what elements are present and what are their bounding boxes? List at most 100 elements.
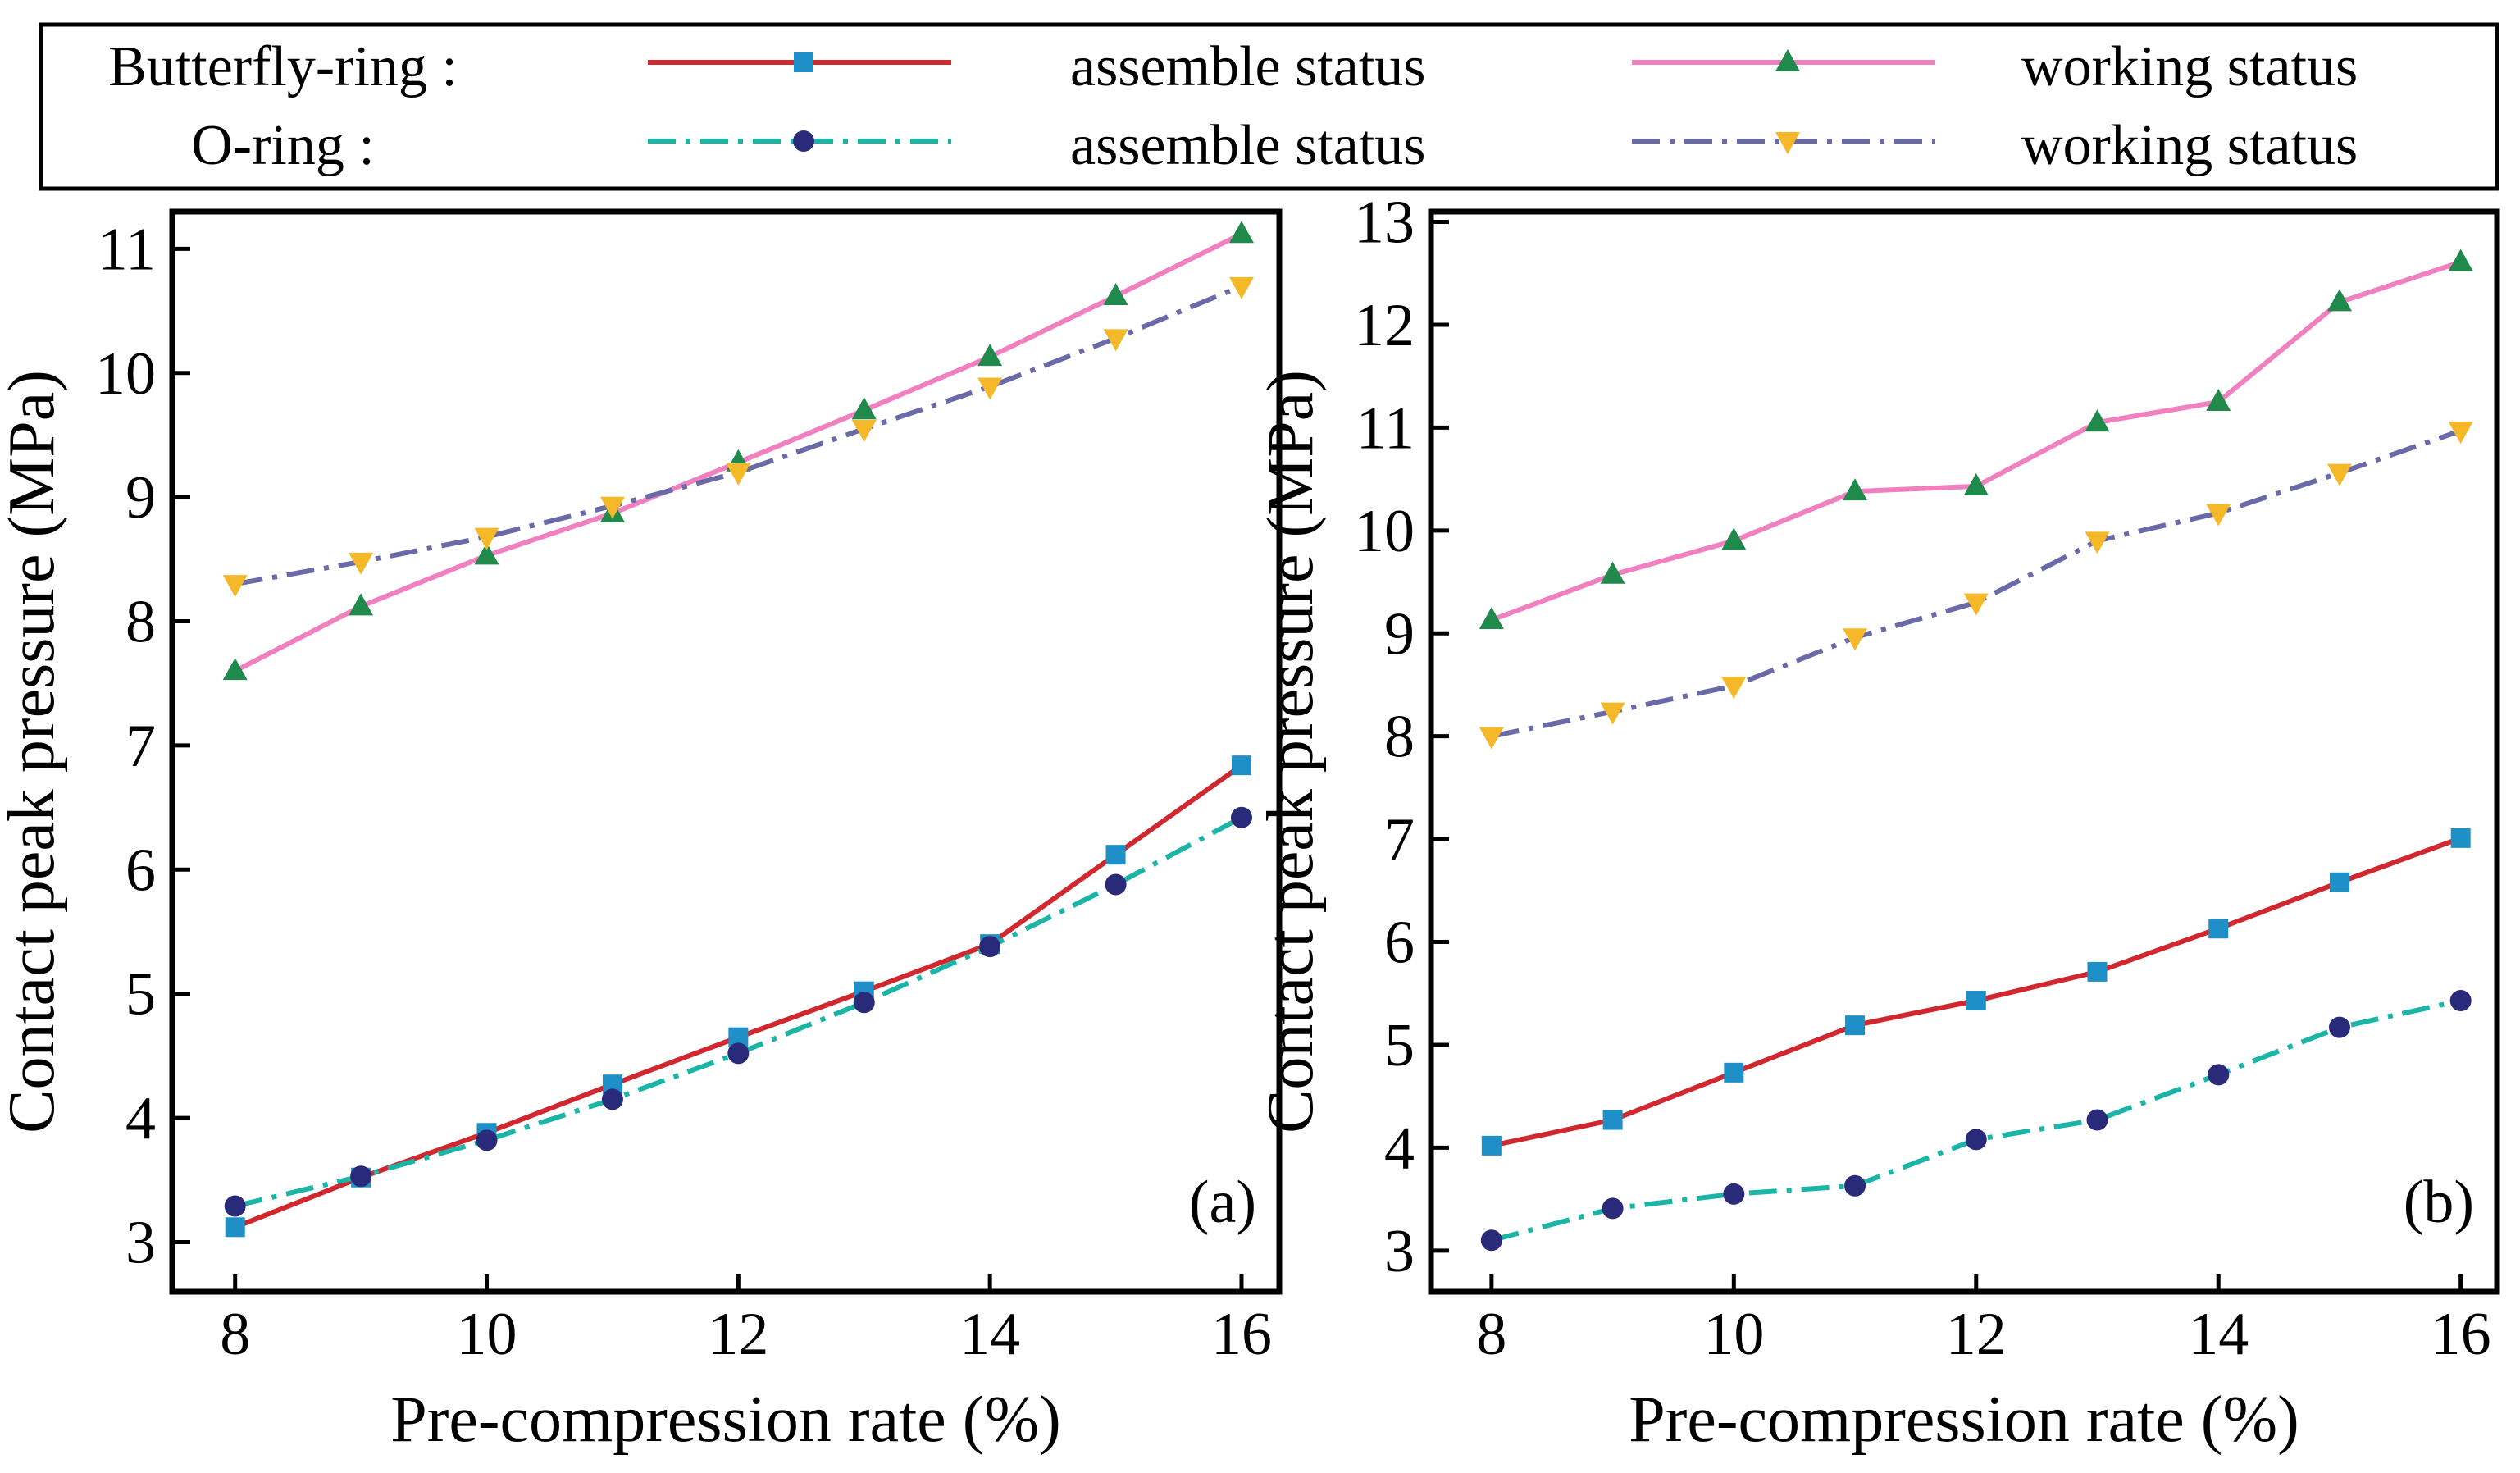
data-point-br-working-b (1963, 472, 1989, 495)
data-point-or-working-a (1103, 329, 1128, 352)
data-point-br-working-b (2085, 409, 2110, 432)
data-point-br-working-b (2326, 289, 2352, 312)
x-tick-label-b: 12 (1946, 1301, 2007, 1368)
x-tick-label-a: 10 (457, 1301, 517, 1368)
data-point-br-assemble-a (225, 1217, 245, 1238)
data-point-or-assemble-b (2449, 990, 2472, 1012)
data-point-br-working-a (851, 397, 877, 420)
y-tick-label-b: 3 (1384, 1218, 1415, 1285)
legend-marker-br-assemble (794, 52, 813, 72)
data-point-or-working-b (2085, 531, 2110, 554)
y-tick-label-a: 11 (98, 216, 156, 283)
legend-marker-or-working (1775, 132, 1800, 154)
data-point-or-working-b (2448, 422, 2473, 445)
series-line-or-working-a (235, 284, 1243, 587)
y-tick-label-a: 3 (125, 1209, 156, 1276)
legend-group-butterfly-ring: Butterfly-ring : (108, 35, 458, 98)
y-tick-label-a: 9 (125, 464, 156, 531)
series-line-or-assemble-a (235, 815, 1243, 1209)
x-tick-label-b: 8 (1476, 1301, 1506, 1368)
data-point-br-working-b (1600, 561, 1625, 584)
data-point-or-working-a (474, 527, 499, 550)
data-point-or-assemble-a (224, 1195, 246, 1217)
data-point-or-working-b (1479, 727, 1504, 750)
y-tick-label-b: 6 (1384, 910, 1415, 977)
data-point-or-working-a (599, 496, 625, 519)
data-point-or-assemble-a (979, 936, 1001, 958)
y-tick-label-b: 7 (1384, 806, 1415, 873)
panel-label-b: (b) (2404, 1169, 2474, 1236)
data-point-or-assemble-a (350, 1165, 372, 1188)
data-point-or-assemble-a (1230, 806, 1252, 828)
y-tick-label-b: 5 (1384, 1012, 1415, 1079)
legend-marker-br-working (1775, 49, 1800, 71)
plot-frame-b (1428, 208, 2500, 1295)
data-point-or-working-b (2206, 504, 2231, 527)
data-point-br-assemble-b (1481, 1135, 1502, 1156)
data-point-br-assemble-b (1602, 1110, 1623, 1130)
y-tick-label-b: 9 (1384, 600, 1415, 668)
data-point-br-working-a (1103, 282, 1128, 305)
data-point-or-working-a (726, 463, 751, 486)
y-tick-label-a: 8 (125, 589, 156, 656)
legend-frame (39, 22, 2499, 191)
x-axis-title-b: Pre-compression rate (%) (1629, 1384, 2299, 1456)
x-tick-label-a: 12 (708, 1301, 768, 1368)
chart-panel-b: Contact peak pressure (MPa) Pre-compress… (1255, 189, 2500, 1456)
legend-label-or-assemble: assemble status (1070, 114, 1426, 177)
chart-panel-a: Contact peak pressure (MPa) Pre-compress… (0, 208, 1283, 1456)
data-point-or-assemble-b (2328, 1016, 2350, 1038)
data-point-or-assemble-a (727, 1042, 750, 1065)
data-point-or-assemble-b (2086, 1109, 2108, 1131)
y-tick-label-b: 12 (1354, 292, 1415, 359)
data-point-or-assemble-a (853, 992, 875, 1014)
data-point-or-assemble-b (2208, 1064, 2230, 1086)
data-point-br-working-b (1479, 606, 1504, 629)
data-point-or-working-b (1963, 593, 1989, 616)
data-point-or-assemble-a (476, 1129, 498, 1151)
x-tick-label-b: 14 (2188, 1301, 2249, 1368)
data-point-or-working-b (1600, 702, 1625, 725)
data-point-or-assemble-b (1480, 1229, 1502, 1252)
y-tick-label-b: 8 (1384, 704, 1415, 771)
data-point-br-working-a (349, 593, 374, 616)
x-tick-label-a: 14 (959, 1301, 1020, 1368)
legend-swatches (648, 49, 1935, 154)
x-tick-label-a: 16 (1211, 1301, 1272, 1368)
legend-label-br-working: working status (2021, 35, 2358, 98)
y-tick-label-a: 6 (125, 837, 156, 904)
data-point-br-assemble-a (1105, 845, 1126, 865)
data-point-br-assemble-b (1724, 1062, 1744, 1083)
legend-label-or-working: working status (2021, 114, 2358, 177)
data-point-br-working-a (1228, 221, 1254, 244)
data-point-or-assemble-a (1105, 873, 1127, 896)
y-tick-label-b: 4 (1384, 1115, 1415, 1182)
data-point-or-assemble-b (1602, 1197, 1624, 1220)
y-tick-label-b: 11 (1356, 394, 1415, 462)
y-tick-label-a: 5 (125, 961, 156, 1028)
data-point-or-working-a (349, 552, 374, 575)
y-tick-label-b: 13 (1354, 189, 1415, 257)
data-point-br-working-a (222, 658, 248, 681)
data-point-or-assemble-b (1844, 1174, 1866, 1197)
panel-label-a: (a) (1189, 1169, 1256, 1236)
y-tick-label-a: 10 (95, 340, 156, 408)
legend-marker-or-assemble (793, 130, 814, 152)
series-line-br-working-b (1490, 259, 2462, 622)
data-point-br-working-a (977, 344, 1003, 367)
data-point-br-assemble-b (2450, 828, 2471, 848)
series-line-or-assemble-b (1491, 998, 2462, 1243)
y-axis-title-a: Contact peak pressure (MPa) (0, 370, 68, 1133)
legend-group-o-ring: O-ring : (191, 114, 375, 177)
data-point-br-working-a (474, 542, 499, 565)
legend-label-br-assemble: assemble status (1070, 35, 1426, 98)
data-point-or-working-a (977, 377, 1003, 400)
data-point-br-assemble-b (2087, 961, 2108, 982)
data-point-br-assemble-b (1845, 1015, 1866, 1036)
series-line-br-assemble-a (234, 763, 1243, 1230)
legend: Butterfly-ring : O-ring : assemble statu… (39, 22, 2499, 191)
data-point-or-assemble-b (1965, 1129, 1987, 1151)
data-point-or-assemble-a (601, 1088, 623, 1110)
x-tick-label-a: 8 (220, 1301, 250, 1368)
